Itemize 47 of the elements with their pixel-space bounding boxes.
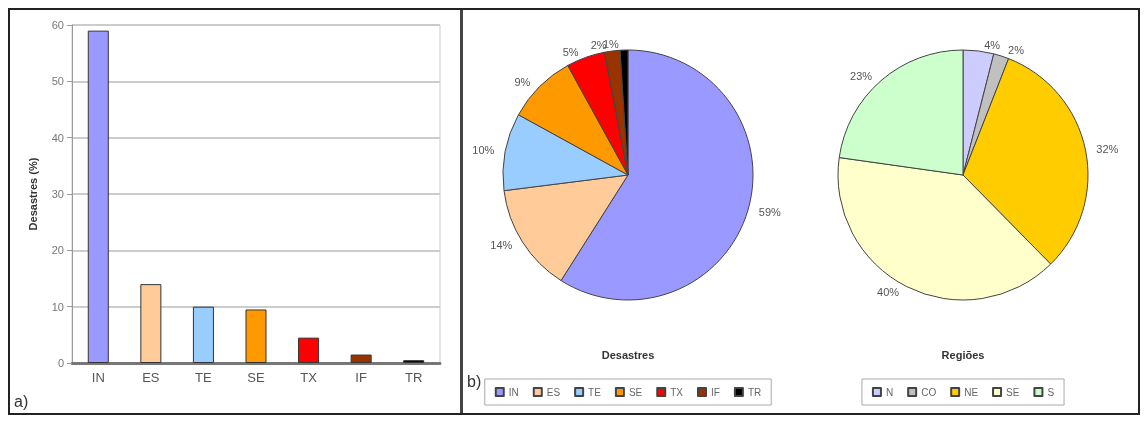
data-label: 23% xyxy=(850,70,873,83)
data-label: 40% xyxy=(877,286,900,298)
y-tick-label: 20 xyxy=(51,244,64,257)
x-tick-label: IN xyxy=(91,370,105,385)
data-label: 9% xyxy=(514,76,531,89)
bar xyxy=(350,354,372,363)
legend-label: IF xyxy=(711,386,720,398)
x-tick-label: TR xyxy=(405,370,423,385)
legend-label: TE xyxy=(588,386,602,398)
legend-label: ES xyxy=(546,386,561,398)
legend-label: CO xyxy=(921,386,937,398)
x-tick-label: ES xyxy=(142,370,160,385)
data-label: 2% xyxy=(1008,44,1025,57)
data-label: 32% xyxy=(1096,142,1119,155)
text: Desastres xyxy=(601,348,655,361)
y-tick-label: 0 xyxy=(57,357,64,369)
data-label: 4% xyxy=(984,39,1001,52)
bar xyxy=(245,309,267,363)
bar xyxy=(87,30,109,363)
data-label: 14% xyxy=(490,239,513,252)
data-label: 5% xyxy=(562,45,579,58)
x-tick-label: TX xyxy=(300,370,318,385)
y-tick-label: 60 xyxy=(51,19,64,31)
legend-label: TR xyxy=(747,386,762,398)
bar xyxy=(192,306,214,363)
legend-label: IN xyxy=(508,386,519,398)
text: b) xyxy=(467,372,482,390)
legend-label: SE xyxy=(628,386,643,398)
legend-label: SE xyxy=(1006,386,1020,398)
bar xyxy=(298,337,320,363)
bar xyxy=(140,284,162,363)
x-tick-label: SE xyxy=(247,370,265,385)
text: Regiões xyxy=(941,348,985,361)
legend-label: TX xyxy=(670,386,684,398)
y-tick-label: 50 xyxy=(51,75,64,88)
text: a) xyxy=(14,392,29,410)
x-tick-label: IF xyxy=(355,370,367,385)
x-tick-label: TE xyxy=(195,370,213,385)
legend-label: N xyxy=(885,386,894,398)
y-tick-label: 10 xyxy=(51,300,64,313)
y-tick-label: 40 xyxy=(51,131,64,144)
legend-label: S xyxy=(1047,386,1055,398)
data-label: 59% xyxy=(758,205,782,218)
y-tick-label: 30 xyxy=(51,188,64,200)
data-label: 10% xyxy=(472,144,495,157)
legend-label: NE xyxy=(964,386,979,398)
y-axis-title: Desastres (%) xyxy=(26,157,39,231)
